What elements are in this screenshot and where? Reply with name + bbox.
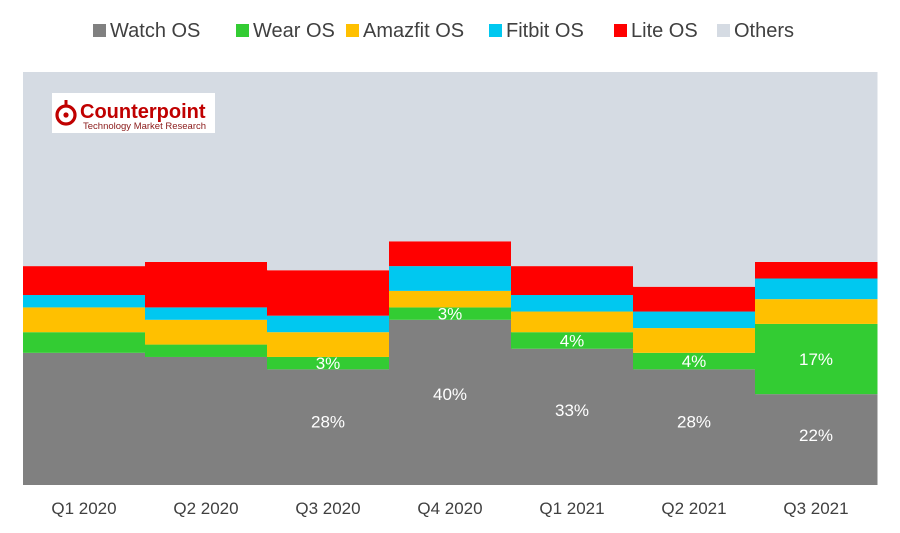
legend-label-fitbit-os: Fitbit OS — [506, 20, 584, 42]
bar-segment-fitbit-os-q4-2020 — [389, 266, 512, 291]
bar-segment-lite-os-q4-2020 — [389, 241, 512, 267]
x-tick-label-q3-2021: Q3 2021 — [783, 499, 848, 518]
bar-segment-lite-os-q3-2021 — [755, 261, 878, 279]
bar-segment-watch-os-q3-2020 — [267, 369, 390, 485]
bar-segment-others-q4-2020 — [389, 72, 512, 242]
bar-segment-wear-os-q1-2021 — [511, 332, 634, 349]
legend-label-others: Others — [734, 20, 794, 42]
bar-segment-wear-os-q3-2020 — [267, 356, 390, 370]
bar-segment-fitbit-os-q1-2020 — [23, 295, 146, 308]
bar-segment-wear-os-q2-2020 — [145, 344, 268, 357]
bar-segment-lite-os-q1-2021 — [511, 266, 634, 296]
legend-swatch-lite-os — [614, 24, 627, 37]
bar-segment-fitbit-os-q3-2020 — [267, 315, 390, 333]
legend-swatch-wear-os — [236, 24, 249, 37]
bar-segment-amazfit-os-q1-2021 — [511, 311, 634, 333]
bar-segment-amazfit-os-q3-2021 — [755, 299, 878, 324]
data-label-wear-os-q3-2020: 3% — [316, 354, 341, 373]
legend-label-amazfit-os: Amazfit OS — [363, 20, 464, 42]
bar-segment-fitbit-os-q2-2020 — [145, 307, 268, 320]
bar-segment-wear-os-q1-2020 — [23, 332, 146, 353]
legend-item-amazfit-os: Amazfit OS — [346, 20, 464, 42]
bar-segment-others-q1-2021 — [511, 72, 634, 267]
bar-segment-lite-os-q2-2021 — [633, 286, 756, 312]
legend-label-lite-os: Lite OS — [631, 20, 698, 42]
data-label-watch-os-q3-2021: 22% — [799, 426, 833, 445]
x-tick-label-q3-2020: Q3 2020 — [295, 499, 360, 518]
logo-tagline: Technology Market Research — [83, 121, 206, 132]
bar-segment-lite-os-q1-2020 — [23, 266, 146, 296]
data-label-wear-os-q2-2021: 4% — [682, 352, 707, 371]
bar-segment-wear-os-q2-2021 — [633, 352, 756, 370]
bar-segment-others-q3-2021 — [755, 72, 878, 262]
bar-segment-amazfit-os-q4-2020 — [389, 290, 512, 308]
x-tick-label-q1-2021: Q1 2021 — [539, 499, 604, 518]
bar-segment-lite-os-q2-2020 — [145, 261, 268, 308]
bar-segment-fitbit-os-q2-2021 — [633, 311, 756, 329]
x-tick-label-q2-2021: Q2 2021 — [661, 499, 726, 518]
data-label-watch-os-q4-2020: 40% — [433, 385, 467, 404]
logo-background — [52, 93, 215, 133]
bar-segment-others-q3-2020 — [267, 72, 390, 271]
legend-item-watch-os: Watch OS — [93, 20, 200, 42]
plot-area — [23, 72, 878, 485]
x-axis: Q1 2020 Q2 2020 Q3 2020 Q4 2020 Q1 2021 Q2 20… — [51, 499, 848, 518]
legend-label-wear-os: Wear OS — [253, 20, 335, 42]
legend-item-fitbit-os: Fitbit OS — [489, 20, 584, 42]
legend-item-others: Others — [717, 20, 794, 42]
legend-item-wear-os: Wear OS — [236, 20, 335, 42]
data-label-wear-os-q1-2021: 4% — [560, 331, 585, 350]
legend-swatch-amazfit-os — [346, 24, 359, 37]
counterpoint-logo: Counterpoint Technology Market Research — [52, 93, 215, 133]
bar-segment-fitbit-os-q3-2021 — [755, 278, 878, 300]
data-labels: 28% 40% 33% 28% 22% 3% 3% 4% 4% 17% — [311, 305, 833, 445]
logo-mark-icon — [55, 100, 77, 126]
bar-segment-others-q2-2021 — [633, 72, 756, 287]
x-tick-label-q2-2020: Q2 2020 — [173, 499, 238, 518]
bar-segment-amazfit-os-q2-2021 — [633, 328, 756, 353]
bar-segment-amazfit-os-q3-2020 — [267, 332, 390, 357]
legend-swatch-watch-os — [93, 24, 106, 37]
bar-segment-wear-os-q4-2020 — [389, 307, 512, 320]
data-label-wear-os-q3-2021: 17% — [799, 350, 833, 369]
bar-segment-fitbit-os-q1-2021 — [511, 295, 634, 312]
bar-segment-amazfit-os-q1-2020 — [23, 307, 146, 333]
bar-segment-watch-os-q2-2021 — [633, 369, 756, 485]
data-label-watch-os-q1-2021: 33% — [555, 401, 589, 420]
legend-item-lite-os: Lite OS — [614, 20, 698, 42]
x-tick-label-q1-2020: Q1 2020 — [51, 499, 116, 518]
bar-segment-watch-os-q4-2020 — [389, 319, 512, 485]
legend-label-watch-os: Watch OS — [110, 20, 200, 42]
bar-segment-watch-os-q3-2021 — [755, 394, 878, 485]
bar-segment-lite-os-q3-2020 — [267, 270, 390, 316]
bar-segment-watch-os-q2-2020 — [145, 356, 268, 485]
bar-segment-amazfit-os-q2-2020 — [145, 319, 268, 345]
data-label-watch-os-q2-2021: 28% — [677, 412, 711, 431]
bar-segment-watch-os-q1-2020 — [23, 352, 146, 485]
data-label-wear-os-q4-2020: 3% — [438, 305, 463, 324]
legend-swatch-others — [717, 24, 730, 37]
legend: Watch OS Wear OS Amazfit OS Fitbit OS Lite O… — [93, 20, 794, 42]
data-label-watch-os-q3-2020: 28% — [311, 412, 345, 431]
x-tick-label-q4-2020: Q4 2020 — [417, 499, 482, 518]
logo-name: Counterpoint — [80, 101, 206, 123]
legend-swatch-fitbit-os — [489, 24, 502, 37]
bar-segment-wear-os-q3-2021 — [755, 323, 878, 395]
bar-segment-watch-os-q1-2021 — [511, 348, 634, 485]
